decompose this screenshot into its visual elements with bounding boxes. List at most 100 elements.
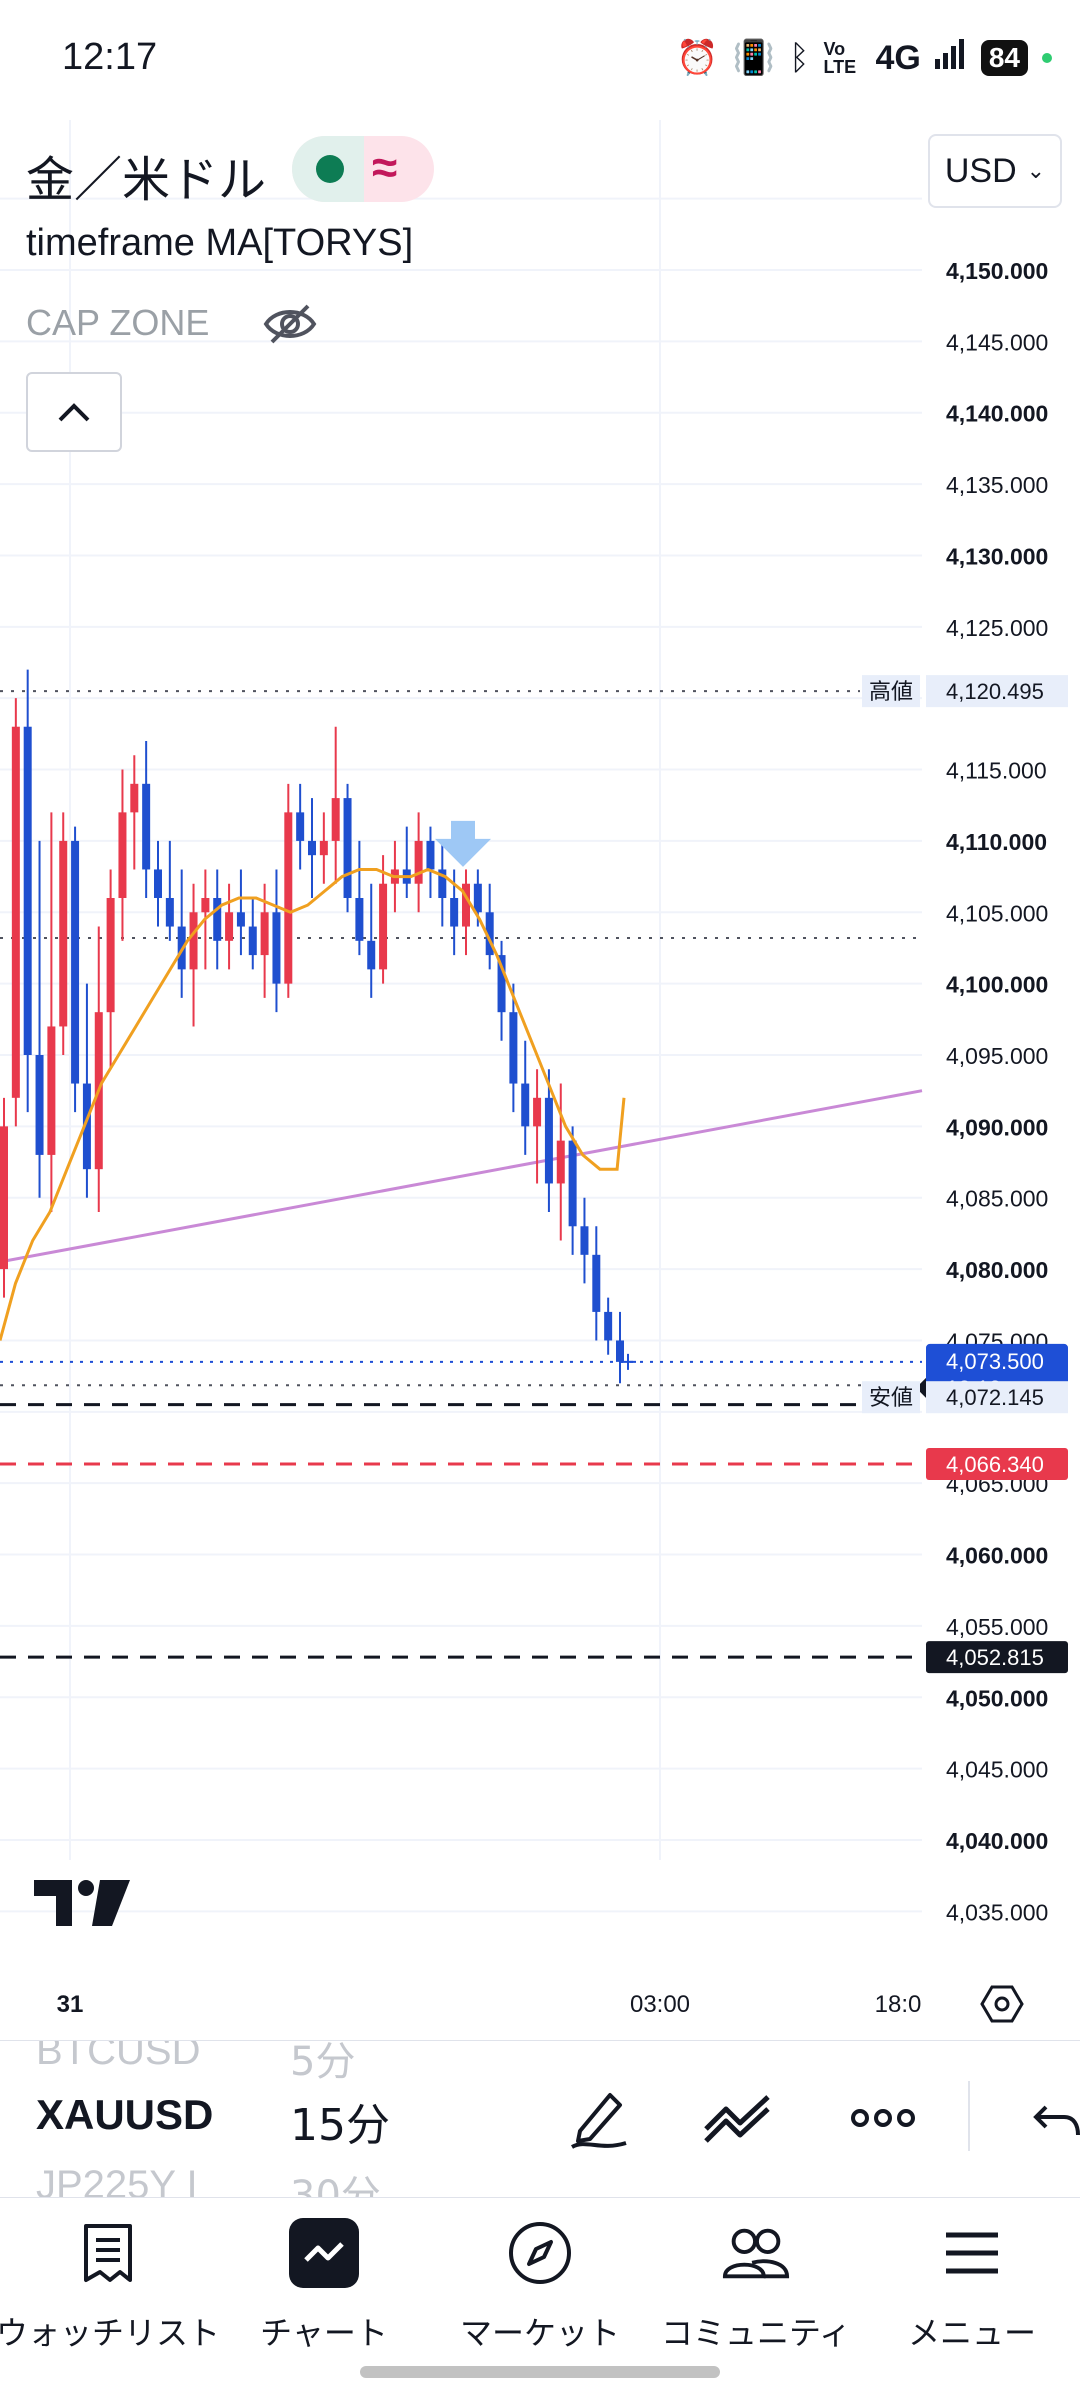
nav-label-community: コミュニティ [660,2314,852,2352]
symbol-current[interactable]: XAUUSD [36,2091,214,2138]
drawing-tool-button[interactable] [566,2085,632,2156]
candle-body [11,726,20,1098]
candle-body [497,955,506,1013]
currency-value: USD [944,151,1017,190]
candle-body [533,1097,542,1127]
y-axis-label: 4,145.000 [946,329,1048,355]
indicator-name[interactable]: timeframe MA[TORYS] [26,222,414,264]
indicators-button[interactable] [702,2085,774,2156]
candle-body [592,1254,601,1312]
candle-body [556,1140,565,1184]
candle-body [272,912,281,984]
candle-body [343,798,352,898]
red-price-label: 4,066.340 [946,1452,1044,1477]
candle-body [296,812,305,841]
collapse-legend-button[interactable] [26,372,122,452]
nav-watchlist[interactable]: ウォッチリスト [0,2198,220,2400]
nav-menu[interactable]: メニュー [864,2198,1080,2400]
candle-body [616,1340,624,1362]
y-axis-label: 4,110.000 [946,829,1047,855]
candle-body [521,1083,530,1127]
high-price-bg [926,675,1068,708]
candle-body [473,883,482,913]
nav-market[interactable]: マーケット [432,2198,648,2400]
alarm-icon: ⏰ [676,39,719,77]
chevron-down-icon: ⌄ [1026,158,1046,183]
y-axis-label: 4,135.000 [946,472,1048,498]
signal-icon [934,38,967,78]
y-axis-label: 4,060.000 [946,1543,1048,1569]
network-label: 4G [875,38,921,77]
candle-body [367,940,376,970]
interval-current[interactable]: 15分 [290,2100,390,2151]
candle-body [580,1226,589,1255]
candle-body [426,840,435,870]
status-time: 12:17 [62,36,158,78]
symbol-title[interactable]: 金／米ドル [26,152,267,208]
symbol-interval-bar: BTCUSD XAUUSD JP225Y I 5分 15分 30分 [0,2040,1080,2198]
low-tag-bg [862,1381,920,1414]
candle-body [106,898,115,1013]
candle-body [568,1140,577,1227]
community-icon [721,2218,791,2288]
price-chart[interactable]: 4,150.000 4,145.000 4,140.000 4,135.000 4,13… [0,120,1080,2040]
bottom-price-label: 4,052.815 [946,1645,1044,1670]
axis-settings-icon-center [994,1996,1010,2012]
symbol-next[interactable]: JP225Y I [36,2163,198,2198]
candle-body [23,726,32,1055]
trend-line [0,1089,923,1264]
market-status-pill[interactable]: ≈ [292,136,434,202]
candle-body [414,840,423,884]
eye-off-icon[interactable] [262,300,318,353]
y-axis-label: 4,090.000 [946,1114,1048,1140]
high-tag-label: 高値 [869,680,913,705]
candle-body [213,898,222,941]
undo-button[interactable] [1030,2085,1080,2156]
nav-label-market: マーケット [459,2314,620,2352]
currency-select[interactable]: USD ⌄ [928,134,1062,208]
candle-body [355,898,364,941]
interval-next[interactable]: 30分 [290,2173,381,2198]
nav-label-chart: チャート [260,2314,388,2352]
candle-body [165,898,174,927]
symbol-prev[interactable]: BTCUSD [36,2040,201,2073]
home-indicator[interactable] [360,2366,720,2378]
y-axis-label: 4,080.000 [946,1257,1048,1283]
candle-body [225,912,234,941]
toolbar-divider [968,2081,970,2151]
bottom-price-bg [926,1641,1068,1674]
current-price-label: 4,073.500 [946,1349,1044,1374]
more-icon [851,2109,915,2127]
nav-community[interactable]: コミュニティ [648,2198,864,2400]
candle-body [35,1055,44,1155]
y-axis-label: 4,125.000 [946,615,1048,641]
candle-body [438,869,447,898]
nav-label-menu: メニュー [907,2314,1036,2352]
y-axis-label: 4,130.000 [946,543,1048,569]
y-axis-label: 4,105.000 [946,900,1048,926]
more-options-button[interactable] [850,2085,916,2156]
candle-body [142,783,151,870]
chart-icon [289,2218,359,2288]
x-axis-label: 31 [57,1991,84,2018]
candle-body [189,912,198,970]
undo-icon [1033,2105,1080,2136]
high-tag-bg [862,675,920,708]
chevron-up-icon [58,403,90,422]
y-axis-label: 4,055.000 [946,1614,1048,1640]
candle-body [604,1311,613,1341]
cap-zone-indicator[interactable]: CAP ZONE [26,302,210,343]
candle-body [71,840,80,1084]
axis-settings-icon [980,1985,1024,2023]
interval-prev[interactable]: 5分 [290,2040,356,2085]
candle-body [236,912,245,927]
data-delay-icon: ≈ [372,141,398,193]
y-axis-label: 4,150.000 [946,258,1048,284]
price-pointer-icon [916,1377,926,1398]
candle-body [154,869,162,898]
nav-chart[interactable]: チャート [216,2198,432,2400]
candle-body [379,883,388,970]
candle-body [260,912,269,956]
low-price-bg [926,1381,1068,1414]
high-price-label: 4,120.495 [946,679,1044,704]
